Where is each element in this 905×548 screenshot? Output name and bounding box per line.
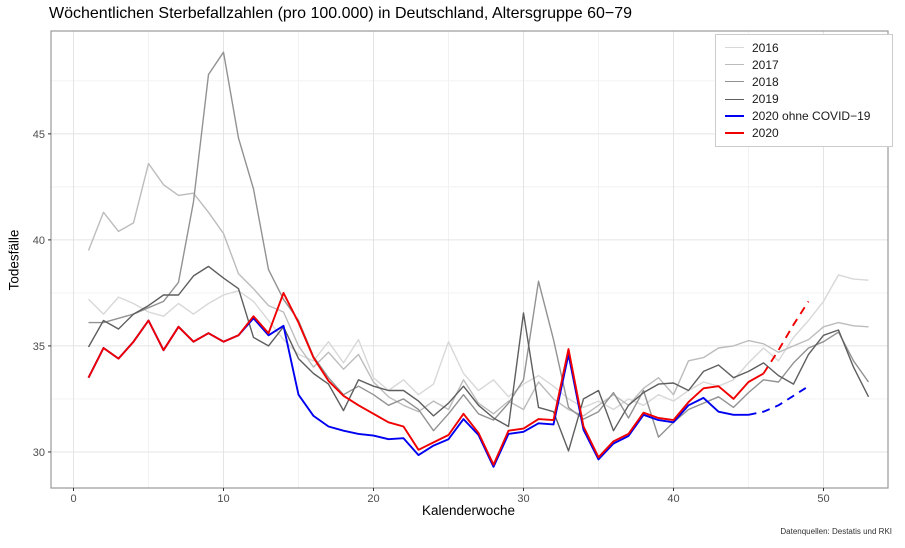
legend-key-line [725,115,744,118]
legend-item-2017: 2017 [725,56,892,73]
data-source-caption: Datenquellen: Destatis und RKI [780,527,892,536]
legend-label: 2016 [752,40,779,55]
legend-label: 2020 [752,126,779,141]
x-tick-label: 40 [667,493,679,505]
y-axis-title: Todesfälle [6,229,22,291]
series-2020 [87,291,810,466]
legend-key-line [725,132,744,135]
legend-item-2020: 2020 [725,125,892,142]
x-tick-label: 20 [367,493,379,505]
legend-item-2016: 2016 [725,39,892,56]
legend-key-line [725,98,744,100]
x-tick-label: 10 [217,493,229,505]
legend-item-2018: 2018 [725,73,892,90]
y-tick-label: 45 [33,129,45,141]
y-tick-label: 30 [33,447,45,459]
y-tick-label: 35 [33,341,45,353]
legend-key-line [725,47,744,49]
legend-item-2020-ohne-covid-19: 2020 ohne COVID−19 [725,108,892,125]
legend-label: 2020 ohne COVID−19 [752,109,871,124]
x-tick-label: 0 [70,493,76,505]
y-tick-label: 40 [33,235,45,247]
legend-key-line [725,81,744,83]
x-tick-label: 50 [817,493,829,505]
legend-label: 2019 [752,92,779,107]
legend-label: 2017 [752,57,779,72]
legend-key-line [725,64,744,66]
series-2017 [87,162,869,417]
legend-box: 2016 2017 2018 2019 2020 ohne COVID−19 2020 [715,34,893,147]
legend-item-2019: 2019 [725,91,892,108]
chart-title: Wöchentlichen Sterbefallzahlen (pro 100.… [49,5,633,22]
series-2018 [88,51,870,438]
series-2019 [87,265,870,452]
legend-label: 2018 [752,74,779,89]
grid-major [51,31,888,488]
x-tick-label: 30 [517,493,529,505]
panel-border [50,30,889,489]
axis-tick-labels: 0 10 20 30 40 50 30 35 40 45 [33,129,830,505]
x-axis-title: Kalenderwoche [421,503,516,518]
axis-ticks [48,133,824,491]
series-2016 [88,274,869,411]
